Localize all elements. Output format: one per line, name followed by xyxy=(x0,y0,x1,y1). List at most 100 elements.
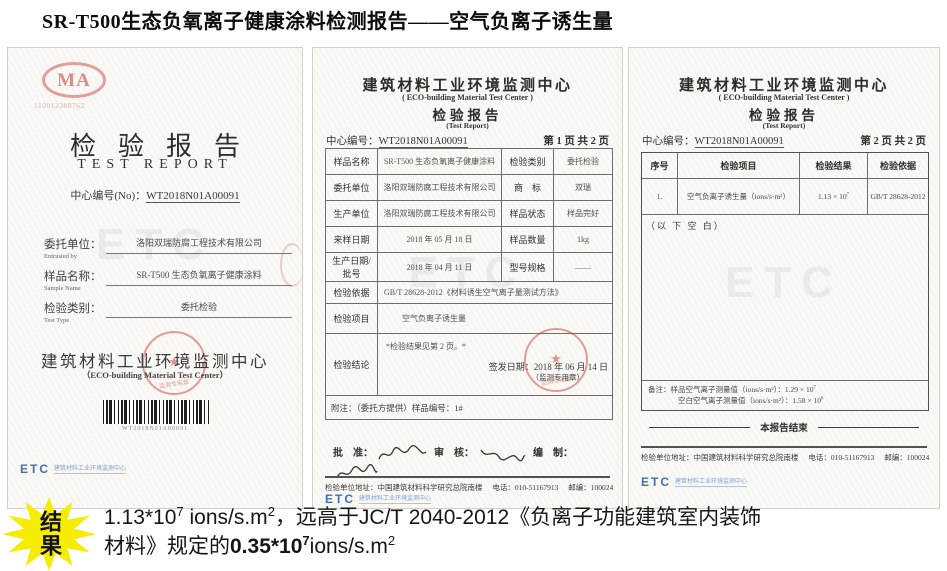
starburst-shape xyxy=(2,497,96,571)
org-name-en: ( ECO-building Material Test Center ) xyxy=(402,93,533,102)
cell-value: 2018 年 05 月 18 日 xyxy=(377,226,502,253)
scan-test-report-page1: ETC 建筑材料工业环境监测中心 ( ECO-building Material… xyxy=(312,47,623,509)
footer-zip: 邮编：100024 xyxy=(568,483,614,492)
signature-review-icon xyxy=(479,449,525,462)
blank-below-note: （以 下 空 白） xyxy=(646,221,725,231)
etc-logo: ETC 建筑材料工业环境监测中心 xyxy=(641,473,748,491)
field-label-cn: 检验类别： xyxy=(44,303,102,315)
result-base: 1.13 × 10 xyxy=(818,192,847,201)
cell-label: 样品名称 xyxy=(325,148,378,175)
cell-label: 型号规格 xyxy=(501,252,554,282)
cell-value: 委托检验 xyxy=(553,148,613,175)
remarks-label: 备注： xyxy=(648,385,671,394)
footer-address: 检验单位地址：中国建筑材料科学研究总院南楼 xyxy=(641,453,799,462)
signature-approve-icon xyxy=(377,445,426,460)
table-row-item: 检验项目 空气负离子诱生量 xyxy=(325,303,613,334)
report-title-cn: 检验报告 xyxy=(69,132,262,161)
etc-watermark: ETC xyxy=(725,258,843,307)
cell-item: 空气负离子诱生量（ions/s·m²） xyxy=(678,179,800,214)
field-label-cn: 委托单位： xyxy=(44,239,102,251)
footer-zip: 邮编：100024 xyxy=(884,453,930,462)
cell-label: 商 标 xyxy=(501,174,554,201)
cell-seq: 1. xyxy=(642,179,678,214)
table-row-basis: 检验依据 GB/T 28628-2012《材料诱生空气离子量测试方法》 xyxy=(325,281,613,304)
header-seq: 序号 xyxy=(642,153,678,178)
header-basis: 检验依据 xyxy=(879,161,916,171)
cell-result: 1.13 × 107 xyxy=(800,179,868,214)
table-row-remark: 附注：（委托方提供）样品编号：1# xyxy=(325,395,613,420)
cell-value: SR-T500 生态负氧离子健康涂料 xyxy=(377,148,502,175)
footer-address-line: 检验单位地址：中国建筑材料科学研究总院南楼 电话：010-51167913 邮编… xyxy=(325,476,614,493)
stamp-star-icon: ★ xyxy=(168,353,180,369)
field-label-en: Test Type xyxy=(44,317,70,324)
report-title-cn: 检验报告 xyxy=(749,108,819,123)
cell-remark: 附注：（委托方提供）样品编号：1# xyxy=(325,395,613,420)
header-result: 检验结果 xyxy=(800,153,868,178)
approve-label: 批 准： xyxy=(333,448,373,460)
etc-watermark: ETC xyxy=(96,220,214,269)
cell-value: 洛阳双瑞防腐工程技术有限公司 xyxy=(377,174,502,201)
org-name-cn: 建筑材料工业环境监测中心 xyxy=(41,352,269,371)
remarks-block: 备注：样品空气离子测量值（ions/s·m²）：1.29 × 107 空白空气离… xyxy=(642,380,928,410)
org-name-en: （ECO-building Material Test Center） xyxy=(81,370,229,380)
page-title: SR-T500生态负氧离子健康涂料检测报告——空气负离子诱生量 xyxy=(42,11,614,33)
cell-label: 生产日期/批号 xyxy=(325,252,378,282)
field-label-cn: 样品名称： xyxy=(44,271,102,283)
org-name-cn: 建筑材料工业环境监测中心 xyxy=(362,78,573,94)
etc-logo-word: ETC xyxy=(641,474,671,489)
org-name-en: ( ECO-building Material Test Center ) xyxy=(718,93,850,102)
cell-label: 委托单位 xyxy=(325,174,378,201)
signature-row: 批 准： 审 核： 编 制： xyxy=(333,444,612,484)
page-info: 第 1 页 共 2 页 xyxy=(543,136,609,147)
cell-value: —— xyxy=(553,252,613,282)
table-row: 样品名称 SR-T500 生态负氧离子健康涂料 检验类别 委托检验 xyxy=(325,148,613,175)
etc-logo: ETC 建筑材料工业环境监测中心 xyxy=(20,460,127,478)
center-number-label: 中心编号： xyxy=(642,136,695,147)
cell-value: 双瑞 xyxy=(553,174,613,201)
field-value: 委托检验 xyxy=(106,300,292,318)
table-header-row: 序号 检验项目 检验结果 检验依据 xyxy=(642,153,928,179)
center-number-value: WT2018N01A00091 xyxy=(146,190,240,203)
report-end-line: 本报告结束 xyxy=(649,420,920,434)
org-name-cn: 建筑材料工业环境监测中心 xyxy=(678,78,889,94)
cell-value: 洛阳双瑞防腐工程技术有限公司 xyxy=(377,200,502,227)
result-conclusion-text: 1.13*107 ions/s.m2，远高于JC/T 2040-2012《负离子… xyxy=(104,503,939,561)
barcode-text: WT2018N01A00091 xyxy=(122,426,188,432)
center-number-line: 中心编号：WT2018N01A00091 第 2 页 共 2 页 xyxy=(642,133,926,148)
center-number-label: 中心编号： xyxy=(326,136,379,147)
end-note: 本报告结束 xyxy=(760,424,808,434)
prepare-label: 编 制： xyxy=(533,448,573,460)
page-info: 第 2 页 共 2 页 xyxy=(860,136,926,147)
remark-sample: 样品空气离子测量值（ions/s·m²）：1.29 × 107 xyxy=(670,385,816,394)
result-starburst-icon: 结果 xyxy=(2,497,96,571)
field-value: 洛阳双瑞防腐工程技术有限公司 xyxy=(106,236,292,254)
cell-label: 检验结论 xyxy=(325,333,378,396)
footer-address-line: 检验单位地址：中国建筑材料科学研究总院南楼 电话：010-51167913 邮编… xyxy=(641,446,930,463)
center-number-line: 中心编号(No)：WT2018N01A00091 xyxy=(8,187,302,203)
etc-logo-caption: 建筑材料工业环境监测中心 xyxy=(359,493,432,505)
cell-basis: GB/T 28628-2012 xyxy=(870,192,926,201)
etc-logo-word: ETC xyxy=(325,491,355,506)
result-line-2: 材料》规定的0.35*107ions/s.m2 xyxy=(104,533,396,558)
table-row: 委托单位 洛阳双瑞防腐工程技术有限公司 商 标 双瑞 xyxy=(325,174,613,201)
remark-blank: 空白空气离子测量值（ions/s·m²）：1.58 × 106 xyxy=(678,396,824,405)
field-label-en: Entrusted by xyxy=(44,253,78,260)
report-title-en: (Test Report) xyxy=(762,121,806,130)
field-value: SR-T500 生态负氧离子健康涂料 xyxy=(106,268,292,286)
center-number-label: 中心编号(No)： xyxy=(70,190,147,202)
report-title-cn: 检验报告 xyxy=(432,108,503,123)
cell-value: 样品完好 xyxy=(553,200,613,227)
result-sup: 7 xyxy=(846,192,849,198)
round-red-stamp-icon: ★ 监测专用章 xyxy=(142,331,206,395)
table-row: 生产日期/批号 2018 年 04 月 11 日 型号规格 —— xyxy=(325,252,613,282)
result-badge-text: 结果 xyxy=(37,510,62,558)
seam-stamp-icon xyxy=(280,243,304,287)
cell-value: 2018 年 04 月 11 日 xyxy=(377,252,502,282)
results-table: 序号 检验项目 检验结果 检验依据 1. 空气负离子诱生量（ions/s·m²）… xyxy=(641,152,929,411)
result-line-1: 1.13*107 ions/s.m2，远高于JC/T 2040-2012《负离子… xyxy=(104,504,762,529)
end-dash-right xyxy=(817,426,920,428)
etc-logo-caption: 建筑材料工业环境监测中心 xyxy=(675,476,748,488)
field-test-type: 检验类别： Test Type 委托检验 xyxy=(44,300,292,324)
cell-label: 样品状态 xyxy=(501,200,554,227)
review-label: 审 核： xyxy=(434,448,474,460)
